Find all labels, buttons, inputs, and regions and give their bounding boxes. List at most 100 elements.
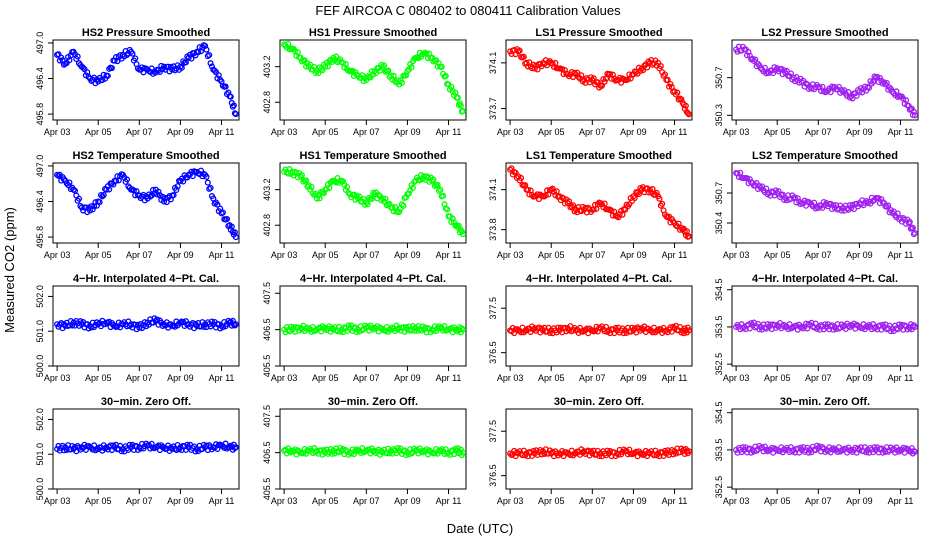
data-point [457, 102, 464, 109]
x-tick-label: Apr 07 [579, 127, 606, 137]
data-point [376, 67, 384, 74]
data-point [360, 195, 367, 203]
data-point [571, 69, 578, 76]
data-point [178, 64, 185, 71]
data-point [333, 445, 340, 452]
data-point [565, 198, 573, 205]
data-point [74, 53, 81, 60]
data-point [232, 321, 239, 328]
data-point [382, 195, 389, 202]
data-point [324, 63, 332, 70]
data-point [182, 59, 189, 66]
data-point [644, 64, 651, 71]
data-point [550, 188, 558, 195]
data-point [77, 318, 84, 325]
x-tick-label: Apr 07 [579, 373, 606, 383]
data-point [684, 110, 691, 117]
data-point [297, 173, 304, 180]
plot-frame [731, 39, 919, 121]
data-point [878, 196, 885, 203]
data-point [911, 112, 918, 119]
data-point [763, 446, 770, 454]
data-point [674, 89, 681, 96]
data-point [313, 195, 321, 202]
plot-frame [52, 408, 240, 490]
data-point [214, 201, 221, 208]
y-tick-label: 377.5 [488, 420, 498, 443]
data-point [631, 194, 638, 202]
data-point [616, 211, 623, 218]
data-point [894, 210, 901, 217]
x-tick-label: Apr 09 [394, 127, 421, 137]
x-tick-label: Apr 07 [805, 373, 832, 383]
x-tick-label: Apr 11 [662, 250, 688, 260]
data-point [893, 88, 900, 95]
panel-title: LS2 Pressure Smoothed [761, 27, 888, 39]
data-point [129, 50, 136, 57]
panel-title: HS1 Pressure Smoothed [309, 27, 437, 39]
data-point [520, 53, 527, 60]
panel-title: LS2 Temperature Smoothed [752, 150, 898, 162]
x-tick-label: Apr 03 [44, 496, 71, 506]
x-tick-label: Apr 03 [723, 373, 750, 383]
data-point [670, 451, 677, 458]
y-tick-label: 353.5 [714, 316, 724, 339]
x-tick-label: Apr 11 [436, 496, 462, 506]
data-point [207, 60, 214, 67]
data-point [433, 327, 440, 335]
plot-frame [731, 285, 919, 367]
data-point [790, 74, 797, 81]
y-tick-label: 495.8 [35, 226, 45, 249]
data-point [739, 325, 747, 332]
y-tick-label: 497.0 [35, 155, 45, 178]
panel-title: 30−min. Zero Off. [554, 396, 644, 408]
y-tick-label: 352.5 [714, 353, 724, 376]
data-point [763, 185, 770, 192]
y-tick-label: 402.8 [262, 91, 272, 114]
data-point [646, 186, 653, 193]
y-tick-label: 502.0 [35, 285, 45, 308]
data-point [223, 215, 231, 223]
data-point [623, 201, 630, 208]
y-tick-label: 501.0 [35, 443, 45, 466]
data-point [228, 223, 235, 230]
data-point [60, 447, 68, 454]
data-point [734, 170, 741, 177]
panel-title: 4−Hr. Interpolated 4−Pt. Cal. [752, 273, 898, 285]
data-point [392, 78, 399, 85]
data-point [56, 57, 63, 64]
data-point [315, 70, 322, 77]
x-tick-label: Apr 09 [846, 127, 873, 137]
data-point [685, 327, 692, 334]
data-point [412, 177, 419, 184]
panel-title: 4−Hr. Interpolated 4−Pt. Cal. [526, 273, 672, 285]
y-tick-label: 376.5 [488, 341, 498, 364]
panel-title: HS2 Pressure Smoothed [82, 27, 210, 39]
data-point [193, 322, 200, 330]
x-tick-label: Apr 11 [436, 373, 462, 383]
x-tick-label: Apr 07 [579, 496, 606, 506]
y-tick-label: 354.5 [714, 401, 724, 424]
data-point [865, 84, 873, 91]
data-point [601, 200, 608, 207]
data-point [326, 184, 333, 191]
plot-frame [731, 162, 919, 244]
x-tick-label: Apr 11 [888, 250, 914, 260]
data-point [619, 211, 626, 218]
data-point [902, 97, 910, 104]
x-tick-label: Apr 07 [126, 127, 153, 137]
panel-1: HS2 Pressure Smoothed Apr 03 Apr 05 Apr 07 A… [35, 27, 240, 137]
data-point [170, 192, 177, 199]
y-tick-label: 377.5 [488, 297, 498, 320]
plot-frame [52, 285, 240, 367]
data-point [864, 199, 871, 207]
data-point [227, 93, 234, 100]
panels: HS2 Pressure Smoothed Apr 03 Apr 05 Apr 07 A… [35, 27, 919, 506]
data-point [744, 52, 751, 59]
y-tick-label: 402.8 [262, 214, 272, 237]
x-tick-label: Apr 09 [394, 496, 421, 506]
data-point [886, 84, 893, 91]
data-point [368, 195, 375, 202]
x-tick-label: Apr 11 [662, 496, 688, 506]
data-point [368, 325, 375, 332]
